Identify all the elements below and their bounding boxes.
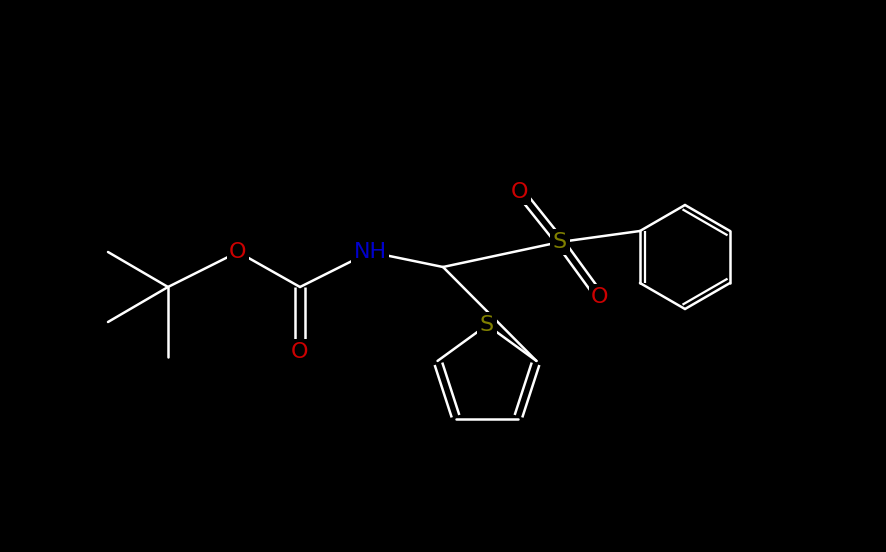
- Text: S: S: [479, 315, 494, 335]
- Text: NH: NH: [353, 242, 386, 262]
- Text: O: O: [229, 242, 246, 262]
- Text: O: O: [510, 182, 528, 202]
- Text: O: O: [291, 342, 308, 362]
- Text: S: S: [552, 232, 566, 252]
- Text: O: O: [591, 287, 608, 307]
